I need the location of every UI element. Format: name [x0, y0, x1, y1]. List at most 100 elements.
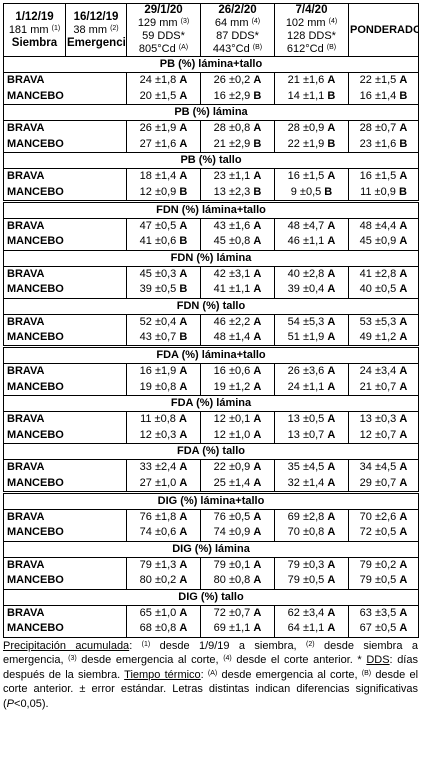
header-mm: 64 mm	[214, 17, 249, 29]
row-value-cell: 13 ±0,5 A	[274, 411, 349, 428]
row-variety-name: MANCEBO	[3, 621, 127, 638]
row-value-cell: 34 ±4,5 A	[348, 459, 419, 476]
footnote-text: <0,05).	[14, 697, 49, 710]
significance-letter: A	[179, 428, 188, 441]
significance-letter: A	[399, 365, 408, 378]
significance-letter: A	[399, 380, 408, 393]
header-col-ponderado: PONDERADO	[348, 3, 419, 57]
row-value-cell: 12 ±0,1 A	[200, 411, 275, 428]
header-col-corte-3: 7/4/20 102 mm (4) 128 DDS* 612°Cd (B)	[274, 3, 349, 57]
table-row: BRAVA 16 ±1,9 A 16 ±0,6 A 26 ±3,6 A 24 ±3,4 …	[3, 363, 419, 380]
row-value-cell: 46 ±1,1 A	[274, 234, 349, 251]
significance-letter: A	[327, 219, 336, 232]
row-value-cell: 19 ±0,8 A	[126, 379, 201, 396]
header-date: 1/12/19	[15, 10, 54, 23]
table-row: MANCEBO 41 ±0,6 B 45 ±0,8 A 46 ±1,1 A 45 ±0,…	[3, 234, 419, 251]
header-col-corte-1: 29/1/20 129 mm (3) 59 DDS* 805°Cd (A)	[126, 3, 201, 57]
row-value-cell: 24 ±1,8 A	[126, 72, 201, 89]
row-value-cell: 74 ±0,9 A	[200, 525, 275, 542]
significance-letter: A	[253, 574, 262, 587]
row-variety-name: BRAVA	[3, 557, 127, 573]
footnote-ref: (1)	[141, 640, 151, 648]
footnote-p-italic: P	[6, 697, 15, 710]
row-variety-name: BRAVA	[3, 459, 127, 476]
section-header: FDN (%) tallo	[3, 297, 419, 315]
row-value-cell: 24 ±3,4 A	[348, 363, 419, 380]
header-date: 29/1/20	[144, 4, 183, 17]
row-value-cell: 12 ±0,3 A	[126, 427, 201, 444]
significance-letter: A	[253, 122, 262, 135]
row-value-cell: 21 ±0,7 A	[348, 379, 419, 396]
header-ref: (3)	[180, 18, 190, 25]
row-value-cell: 48 ±4,4 A	[348, 218, 419, 234]
row-value-cell: 29 ±0,7 A	[348, 475, 419, 493]
significance-letter: A	[399, 574, 408, 587]
significance-letter: A	[253, 170, 262, 183]
header-col-siembra: 1/12/19 181 mm (1) Siembra	[3, 3, 66, 57]
header-dds: 87 DDS*	[216, 30, 259, 42]
significance-letter: A	[179, 574, 188, 587]
row-value-cell: 42 ±3,1 A	[200, 266, 275, 282]
row-value-cell: 48 ±1,4 A	[200, 330, 275, 347]
header-ref: (1)	[51, 24, 61, 32]
row-value-cell: 35 ±4,5 A	[274, 459, 349, 476]
table-row: MANCEBO 80 ±0,2 A 80 ±0,8 A 79 ±0,5 A 79 ±0,…	[3, 573, 419, 590]
significance-letter: A	[253, 622, 262, 635]
header-dds: 59 DDS*	[142, 30, 185, 42]
significance-letter: A	[179, 89, 188, 102]
row-value-cell: 28 ±0,8 A	[200, 120, 275, 137]
row-value-cell: 12 ±0,9 B	[126, 184, 201, 202]
table-row: BRAVA 45 ±0,3 A 42 ±3,1 A 40 ±2,8 A 41 ±2,8 …	[3, 266, 419, 282]
significance-letter: A	[399, 283, 408, 296]
row-value-cell: 18 ±1,4 A	[126, 168, 201, 185]
row-value-cell: 39 ±0,5 B	[126, 282, 201, 299]
footnote-text: : días después de la siembra.	[3, 654, 418, 681]
row-variety-name: MANCEBO	[3, 88, 127, 105]
row-value-cell: 9 ±0,5 B	[274, 184, 349, 202]
significance-letter: A	[399, 510, 408, 523]
significance-letter: B	[398, 185, 407, 198]
significance-letter: A	[253, 413, 262, 426]
significance-letter: A	[253, 267, 262, 280]
significance-letter: A	[253, 283, 262, 296]
significance-letter: A	[253, 510, 262, 523]
table-row: MANCEBO 68 ±0,8 A 69 ±1,1 A 64 ±1,1 A 67 ±0,…	[3, 621, 419, 638]
row-value-cell: 48 ±4,7 A	[274, 218, 349, 234]
section-title: DIG (%) lámina	[3, 540, 419, 558]
table-row: MANCEBO 19 ±0,8 A 19 ±1,2 A 24 ±1,1 A 21 ±0,…	[3, 379, 419, 396]
significance-letter: A	[327, 365, 336, 378]
section-header: DIG (%) tallo	[3, 588, 419, 606]
significance-letter: B	[399, 89, 408, 102]
row-value-cell: 43 ±0,7 B	[126, 330, 201, 347]
table-row: MANCEBO 43 ±0,7 B 48 ±1,4 A 51 ±1,9 A 49 ±1,…	[3, 330, 419, 347]
row-variety-name: MANCEBO	[3, 427, 127, 444]
significance-letter: A	[399, 476, 408, 489]
row-value-cell: 11 ±0,9 B	[348, 184, 419, 202]
significance-letter: A	[179, 137, 188, 150]
significance-letter: A	[179, 606, 188, 619]
row-value-cell: 13 ±0,7 A	[274, 427, 349, 444]
significance-letter: A	[179, 267, 188, 280]
row-value-cell: 27 ±1,6 A	[126, 136, 201, 153]
footnote-ref: (A)	[207, 669, 218, 677]
significance-letter: A	[327, 380, 336, 393]
significance-letter: A	[327, 122, 336, 135]
row-value-cell: 22 ±0,9 A	[200, 459, 275, 476]
significance-letter: A	[253, 74, 262, 87]
row-value-cell: 51 ±1,9 A	[274, 330, 349, 347]
row-variety-name: MANCEBO	[3, 184, 127, 202]
row-value-cell: 32 ±1,4 A	[274, 475, 349, 493]
significance-letter: A	[399, 558, 408, 571]
footnote-tt-label: Tiempo térmico	[124, 668, 201, 681]
table-row: BRAVA 33 ±2,4 A 22 ±0,9 A 35 ±4,5 A 34 ±4,5 …	[3, 459, 419, 476]
row-value-cell: 76 ±0,5 A	[200, 509, 275, 525]
row-value-cell: 53 ±5,3 A	[348, 314, 419, 330]
significance-letter: A	[327, 476, 336, 489]
significance-letter: A	[253, 558, 262, 571]
row-value-cell: 70 ±2,6 A	[348, 509, 419, 525]
row-variety-name: BRAVA	[3, 314, 127, 330]
row-value-cell: 76 ±1,8 A	[126, 509, 201, 525]
row-value-cell: 47 ±0,5 A	[126, 218, 201, 234]
significance-letter: A	[399, 622, 408, 635]
section-header: FDN (%) lámina+tallo	[3, 199, 419, 219]
